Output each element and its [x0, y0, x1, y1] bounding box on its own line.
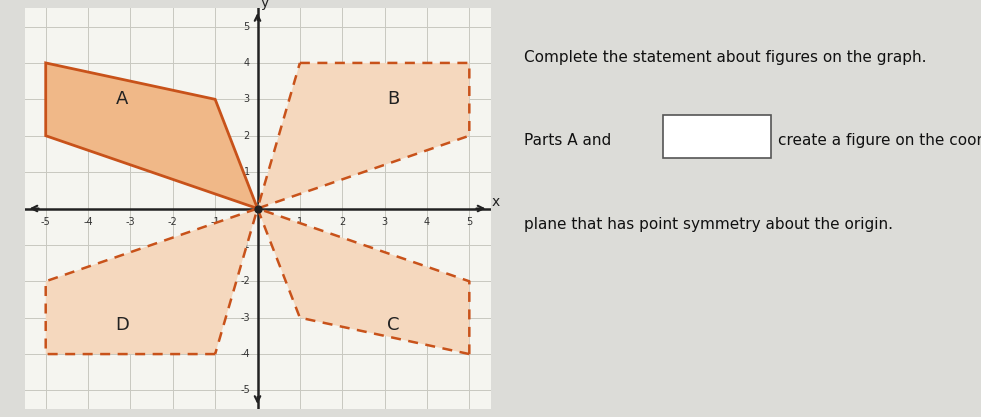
- Text: y: y: [261, 0, 269, 10]
- Polygon shape: [257, 63, 469, 208]
- Text: -3: -3: [126, 216, 135, 226]
- Text: 3: 3: [382, 216, 387, 226]
- Text: O: O: [241, 194, 250, 204]
- Text: -4: -4: [240, 349, 250, 359]
- Text: 1: 1: [243, 167, 250, 177]
- Text: D: D: [115, 316, 129, 334]
- Text: 2: 2: [243, 131, 250, 141]
- Text: C: C: [387, 316, 399, 334]
- Text: 2: 2: [339, 216, 345, 226]
- FancyBboxPatch shape: [663, 115, 771, 158]
- Text: A: A: [116, 90, 129, 108]
- Polygon shape: [46, 208, 257, 354]
- Text: -3: -3: [240, 313, 250, 323]
- Text: -2: -2: [240, 276, 250, 286]
- Text: plane that has point symmetry about the origin.: plane that has point symmetry about the …: [524, 217, 893, 232]
- Text: -2: -2: [168, 216, 178, 226]
- Text: -1: -1: [210, 216, 220, 226]
- Polygon shape: [46, 63, 257, 208]
- Text: -5: -5: [240, 385, 250, 395]
- Text: B: B: [387, 90, 399, 108]
- Text: x: x: [491, 195, 499, 209]
- Text: 5: 5: [243, 22, 250, 32]
- Text: create a figure on the coordinate: create a figure on the coordinate: [778, 133, 981, 148]
- Text: 4: 4: [424, 216, 430, 226]
- Text: 5: 5: [466, 216, 473, 226]
- Text: 1: 1: [297, 216, 303, 226]
- Text: Complete the statement about figures on the graph.: Complete the statement about figures on …: [524, 50, 926, 65]
- Polygon shape: [257, 208, 469, 354]
- Text: 3: 3: [243, 94, 250, 104]
- Text: -5: -5: [41, 216, 51, 226]
- Text: -1: -1: [240, 240, 250, 250]
- Text: Parts A and: Parts A and: [524, 133, 611, 148]
- Text: 4: 4: [243, 58, 250, 68]
- Text: -4: -4: [83, 216, 93, 226]
